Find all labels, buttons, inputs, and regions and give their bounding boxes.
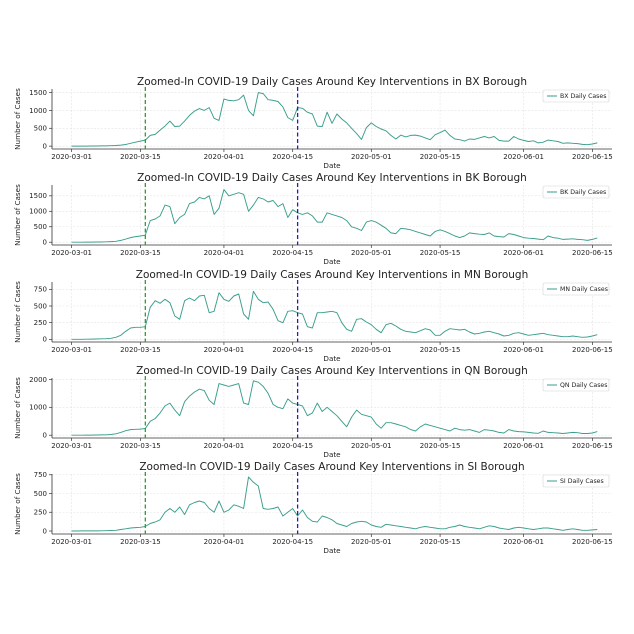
x-tick-label: 2020-06-01: [503, 249, 544, 257]
y-tick-label: 1500: [29, 192, 47, 200]
legend-label: SI Daily Cases: [560, 478, 604, 485]
x-tick-label: 2020-03-01: [51, 442, 92, 450]
x-tick-label: 2020-06-15: [572, 442, 613, 450]
x-tick-label: 2020-04-15: [272, 249, 313, 257]
x-tick-label: 2020-03-15: [120, 346, 161, 354]
legend-box: [542, 474, 610, 488]
x-tick-label: 2020-04-01: [204, 153, 245, 161]
x-axis-label: Date: [323, 257, 341, 266]
series-line: [71, 380, 598, 436]
x-tick-label: 2020-04-15: [272, 153, 313, 161]
x-tick-label: 2020-05-01: [351, 153, 392, 161]
y-tick-label: 1000: [29, 107, 47, 115]
x-tick-label: 2020-05-01: [351, 538, 392, 546]
x-tick-label: 2020-03-15: [120, 153, 161, 161]
y-tick-label: 0: [43, 239, 47, 247]
x-tick-label: 2020-03-15: [120, 249, 161, 257]
x-axis-label: Date: [323, 354, 341, 363]
x-tick-label: 2020-03-15: [120, 442, 161, 450]
y-tick-label: 1500: [29, 89, 47, 97]
x-tick-label: 2020-06-01: [503, 153, 544, 161]
y-tick-label: 500: [34, 125, 47, 133]
chart-title: Zoomed-In COVID-19 Daily Cases Around Ke…: [137, 172, 527, 184]
y-tick-label: 2000: [29, 376, 47, 384]
legend-label: QN Daily Cases: [560, 382, 607, 389]
subplot-qn: 0 1000 2000 2020-03-01 2020-03-15 2020-04-01 2…: [13, 365, 613, 459]
y-axis-label: Number of Cases: [13, 88, 22, 150]
x-tick-label: 2020-04-01: [204, 249, 245, 257]
legend-box: [542, 378, 610, 392]
subplot-si: 0 250 500 750 2020-03-01 2020-03-15 2020-04-01…: [13, 461, 613, 555]
y-tick-label: 250: [34, 509, 47, 517]
x-tick-label: 2020-06-01: [503, 442, 544, 450]
x-tick-label: 2020-04-01: [204, 346, 245, 354]
y-tick-label: 500: [34, 302, 47, 310]
series-line: [71, 189, 598, 243]
x-tick-label: 2020-04-15: [272, 538, 313, 546]
y-tick-label: 0: [43, 432, 47, 440]
x-tick-label: 2020-06-01: [503, 346, 544, 354]
y-tick-label: 0: [43, 143, 47, 151]
x-tick-label: 2020-03-01: [51, 153, 92, 161]
series-line: [71, 92, 598, 147]
chart-title: Zoomed-In COVID-19 Daily Cases Around Ke…: [136, 365, 528, 377]
y-tick-label: 1000: [29, 404, 47, 412]
x-tick-label: 2020-03-01: [51, 249, 92, 257]
y-tick-label: 750: [34, 286, 47, 294]
y-tick-label: 500: [34, 223, 47, 231]
x-axis-label: Date: [323, 161, 341, 170]
y-axis-label: Number of Cases: [13, 377, 22, 439]
series-line: [71, 476, 598, 532]
x-tick-label: 2020-04-15: [272, 346, 313, 354]
x-tick-label: 2020-05-01: [351, 249, 392, 257]
chart-title: Zoomed-In COVID-19 Daily Cases Around Ke…: [137, 76, 527, 88]
x-tick-label: 2020-06-15: [572, 346, 613, 354]
x-tick-label: 2020-04-15: [272, 442, 313, 450]
x-tick-label: 2020-05-15: [420, 346, 461, 354]
x-tick-label: 2020-04-01: [204, 442, 245, 450]
x-axis-label: Date: [323, 450, 341, 459]
subplot-mn: 0 250 500 750 2020-03-01 2020-03-15 2020-04-01…: [13, 269, 613, 363]
legend-box: [542, 89, 610, 103]
y-tick-label: 750: [34, 471, 47, 479]
x-tick-label: 2020-05-01: [351, 442, 392, 450]
x-tick-label: 2020-06-01: [503, 538, 544, 546]
x-tick-label: 2020-04-01: [204, 538, 245, 546]
x-tick-label: 2020-03-01: [51, 538, 92, 546]
legend-label: MN Daily Cases: [560, 286, 608, 293]
y-tick-label: 0: [43, 336, 47, 344]
y-tick-label: 250: [34, 319, 47, 327]
subplot-bx: 0 500 1000 1500 2020-03-01 2020-03-15 2020-04-…: [13, 76, 613, 170]
legend-box: [542, 185, 610, 199]
x-tick-label: 2020-03-15: [120, 538, 161, 546]
x-axis-label: Date: [323, 546, 341, 555]
x-tick-label: 2020-06-15: [572, 249, 613, 257]
x-tick-label: 2020-06-15: [572, 153, 613, 161]
y-axis-label: Number of Cases: [13, 473, 22, 535]
chart-title: Zoomed-In COVID-19 Daily Cases Around Ke…: [136, 269, 529, 281]
x-tick-label: 2020-05-15: [420, 153, 461, 161]
y-axis-label: Number of Cases: [13, 184, 22, 246]
x-tick-label: 2020-06-15: [572, 538, 613, 546]
y-tick-label: 1000: [29, 208, 47, 216]
y-axis-label: Number of Cases: [13, 281, 22, 343]
subplot-bk: 0 500 1000 1500 2020-03-01 2020-03-15 2020-04-…: [13, 172, 613, 266]
series-line: [71, 290, 598, 340]
y-tick-label: 500: [34, 490, 47, 498]
x-tick-label: 2020-05-15: [420, 249, 461, 257]
legend-label: BK Daily Cases: [560, 189, 606, 196]
x-tick-label: 2020-05-15: [420, 538, 461, 546]
x-tick-label: 2020-05-01: [351, 346, 392, 354]
x-tick-label: 2020-05-15: [420, 442, 461, 450]
x-tick-label: 2020-03-01: [51, 346, 92, 354]
legend-label: BX Daily Cases: [560, 93, 606, 100]
legend-box: [542, 282, 610, 296]
y-tick-label: 0: [43, 527, 47, 535]
chart-title: Zoomed-In COVID-19 Daily Cases Around Ke…: [139, 461, 524, 473]
